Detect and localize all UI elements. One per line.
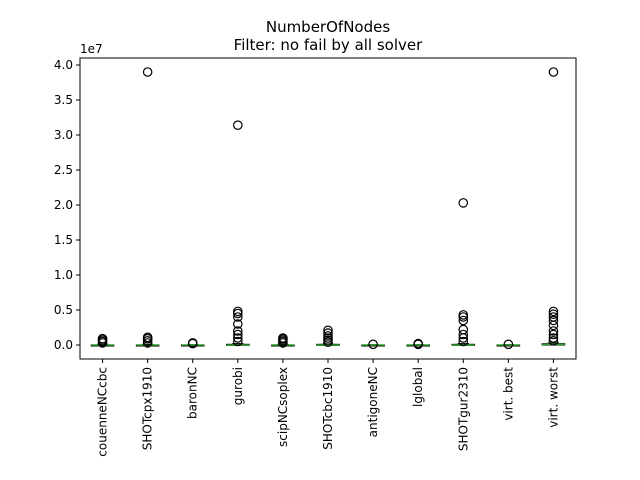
outlier-point [458, 324, 469, 335]
outlier-point [233, 329, 243, 340]
outlier-point [548, 333, 559, 343]
outlier-point [233, 120, 243, 130]
outlier-point [233, 326, 243, 336]
y-tick-label: 2.0 [54, 198, 73, 212]
y-tick-label: 3.0 [54, 128, 73, 142]
x-tick-label: virt. worst [546, 367, 560, 428]
outlier-point [548, 326, 559, 336]
y-tick-label: 0.0 [54, 338, 73, 352]
chart-title: NumberOfNodes [266, 18, 390, 36]
x-tick-label: gurobi [231, 367, 245, 405]
outlier-point [323, 328, 333, 338]
outlier-point [548, 309, 559, 319]
outlier-point [142, 332, 153, 343]
y-tick-label: 1.0 [54, 268, 73, 282]
plot-area: 0.0 0.5 1.0 1.5 2.0 2.5 3.0 3.5 4.0 couenneNCcbc S… [54, 58, 566, 457]
outlier-point [233, 333, 243, 343]
outlier-point [323, 331, 333, 341]
y-tick-label: 1.5 [54, 233, 73, 247]
outlier-point [458, 198, 469, 208]
outlier-point [323, 325, 333, 336]
x-tick-label: couenneNCcbc [96, 367, 110, 457]
outlier-point [278, 333, 288, 343]
outlier-point [548, 320, 559, 331]
outlier-point [233, 306, 243, 317]
y-tick-label: 3.5 [54, 93, 73, 107]
outlier-point [413, 338, 423, 349]
y-tick-label: 4.0 [54, 58, 73, 72]
outlier-point [458, 310, 469, 320]
x-tick-label: SHOTcpx1910 [141, 367, 155, 450]
outlier-point [548, 335, 559, 346]
y-tick-label: 0.5 [54, 303, 73, 317]
outlier-point [503, 339, 514, 350]
outlier-point [97, 333, 108, 344]
x-tick-label: scipNCsoplex [276, 367, 290, 447]
y-axis-offset-label: 1e7 [80, 42, 103, 56]
outlier-point [142, 67, 153, 77]
chart-subtitle: Filter: no fail by all solver [234, 36, 423, 54]
axes-frame [79, 57, 577, 360]
outlier-point [548, 67, 559, 77]
outlier-point [368, 339, 378, 350]
x-tick-label: antigoneNC [366, 367, 380, 437]
x-tick-label: SHOTcbc1910 [321, 367, 335, 450]
y-tick-label: 2.5 [54, 163, 73, 177]
outlier-point [233, 312, 243, 322]
outlier-point [458, 329, 469, 340]
x-tick-label: baronNC [186, 367, 200, 419]
outlier-point [458, 336, 469, 347]
x-tick-label: SHOTgur2310 [456, 367, 470, 451]
outlier-point [187, 338, 198, 348]
outlier-point [548, 329, 559, 340]
outlier-point [233, 319, 243, 329]
outlier-point [233, 336, 243, 347]
outlier-point [548, 315, 559, 326]
outlier-point [548, 306, 559, 317]
x-tick-label: lglobal [411, 367, 425, 407]
outlier-point [458, 315, 469, 326]
outlier-point [548, 312, 559, 322]
x-tick-label: virt. best [501, 367, 515, 421]
